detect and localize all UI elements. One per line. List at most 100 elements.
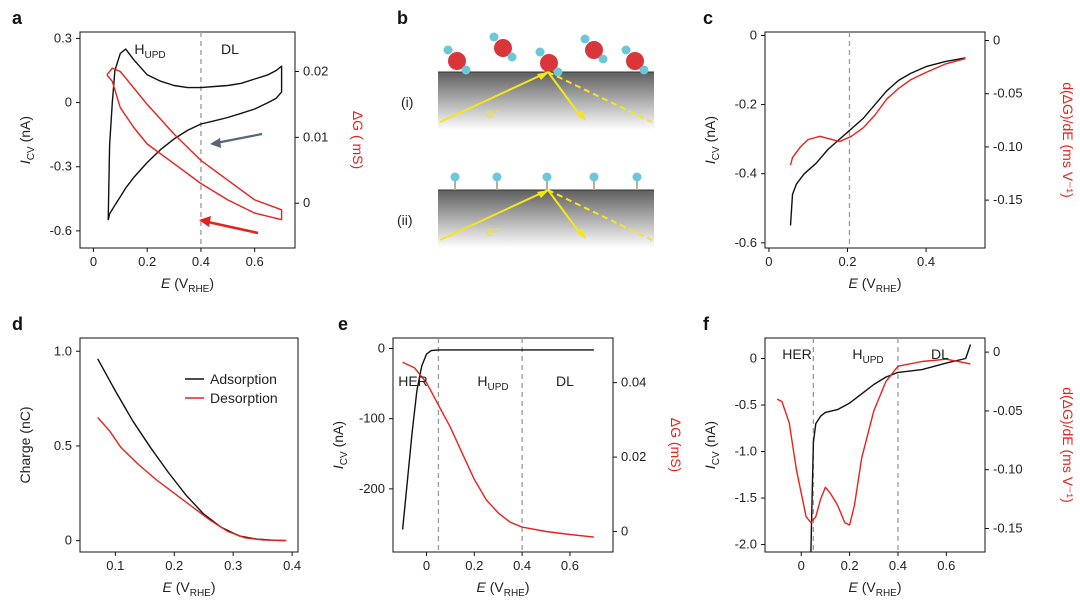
f-y2tick-label: -0.15: [993, 520, 1023, 535]
panel-d: 0.1 0.2 0.3 0.4 1.0 0.5 0 E (VRHE) Charge (nC) Ad…: [17, 337, 301, 599]
c-xlabel: E (VRHE): [848, 275, 901, 295]
a-plot-frame: [79, 31, 296, 249]
a-ylabel: ICV (nA): [17, 116, 37, 164]
f-xtick-label: 0: [798, 558, 805, 573]
e-annotation-hupd: HUPD: [477, 373, 508, 393]
d-plot-frame: [79, 337, 299, 553]
c-y2tick-label: -0.05: [993, 86, 1023, 101]
b-oxygen-atom: [626, 52, 644, 70]
b-reflected-ray-1: [547, 71, 583, 119]
a-scan-arrowhead-blue: [210, 138, 221, 148]
c-ytick-label: -0.6: [735, 235, 757, 250]
panel-f: 0 0.2 0.4 0.6 0 -0.5 -1.0 -1.5 -2.0 0 -0.05 -0.10 -0…: [702, 337, 1076, 599]
a-xtick-label: 0.6: [246, 254, 264, 269]
b-incident-ray-2: [439, 189, 549, 241]
f-ylabel2: d(ΔG)/dE (ms V⁻¹): [1060, 387, 1076, 503]
b-reflected-ray-2: [547, 189, 583, 237]
d-series-desorption-line: [97, 417, 287, 542]
b-adsorbed-hydrogen: [589, 172, 599, 182]
c-xtick-label: 0: [765, 254, 772, 269]
c-ytick-label: -0.4: [735, 166, 757, 181]
c-series-icv-line: [789, 57, 966, 226]
d-xtick-label: 0.4: [283, 558, 301, 573]
b-adsorbed-hydrogen: [492, 172, 502, 182]
b-incident-ray-1: [439, 71, 549, 123]
e-ytick-label: -200: [359, 481, 385, 496]
b-hydrogen-atom: [461, 65, 471, 75]
c-plot-frame: [764, 31, 986, 249]
a-ytick-label: 0.3: [54, 30, 72, 45]
b-electrode-slab-2: [438, 190, 654, 248]
c-xtick-label: 0.2: [838, 254, 856, 269]
b-hydrogen-atom: [598, 54, 608, 64]
e-ylabel: ICV (nA): [330, 421, 350, 469]
c-y2tick-label: 0: [993, 33, 1000, 48]
c-ytick-label: 0: [750, 27, 757, 42]
e-annotation-her: HER: [398, 373, 428, 389]
f-ytick-label: -1.5: [735, 490, 757, 505]
d-ytick-label: 0.5: [54, 438, 72, 453]
c-xtick-label: 0.4: [917, 254, 935, 269]
e-y2tick-label: 0.04: [621, 375, 646, 390]
c-ylabel2: d(ΔG)/dE (ms V⁻¹): [1060, 82, 1076, 198]
e-annotation-dl: DL: [556, 373, 574, 389]
f-y2tick-label: 0: [993, 344, 1000, 359]
a-ytick-label: 0: [65, 95, 72, 110]
a-ytick-label: -0.3: [50, 159, 72, 174]
d-ytick-label: 1.0: [54, 343, 72, 358]
b-incident-arrowhead: [537, 72, 549, 80]
d-ylabel: Charge (nC): [17, 406, 33, 483]
b-hydrogen-atom: [535, 47, 545, 57]
a-y2tick-label: 0.01: [303, 129, 328, 144]
b-adsorbed-hydrogen: [450, 172, 460, 182]
a-ylabel2: ΔG ( mS): [350, 111, 366, 169]
a-y2tick-label: 0.02: [303, 64, 328, 79]
e-plot-frame: [392, 337, 614, 553]
d-ytick-label: 0: [65, 533, 72, 548]
f-annotation-her: HER: [782, 346, 812, 362]
a-ytick-label: -0.6: [50, 223, 72, 238]
b-oxygen-atom: [540, 54, 558, 72]
panel-label-e: e: [338, 314, 348, 334]
f-ytick-label: -2.0: [735, 537, 757, 552]
b-label-i: (i): [401, 94, 413, 110]
b-electron-label-2: e⁻: [486, 223, 501, 239]
c-y2tick-label: -0.10: [993, 139, 1023, 154]
a-xlabel: E (VRHE): [161, 275, 214, 295]
b-reflected-arrowhead: [576, 111, 586, 121]
b-hydrogen-atom: [580, 34, 590, 44]
d-xlabel: E (VRHE): [162, 579, 215, 599]
a-scan-arrow-red: [207, 220, 259, 235]
panel-label-c: c: [703, 8, 713, 28]
f-ytick-label: 0: [750, 350, 757, 365]
f-annotation-dl: DL: [931, 346, 949, 362]
c-ytick-label: -0.2: [735, 97, 757, 112]
b-oxygen-atom: [585, 41, 603, 59]
b-electron-label-1: e⁻: [486, 105, 501, 121]
f-plot-frame: [764, 337, 986, 553]
c-ylabel: ICV (nA): [702, 116, 722, 164]
a-y2tick-label: 0: [303, 195, 310, 210]
a-xtick-label: 0: [90, 254, 97, 269]
b-hydrogen-atom: [507, 52, 517, 62]
e-series-icv-line: [401, 349, 594, 530]
f-y2tick-label: -0.05: [993, 403, 1023, 418]
f-xlabel: E (VRHE): [848, 579, 901, 599]
e-xtick-label: 0: [423, 558, 430, 573]
a-xtick-label: 0.4: [192, 254, 210, 269]
panel-b: e⁻ e⁻ (i) (ii): [397, 32, 654, 248]
b-oxygen-atom: [494, 39, 512, 57]
c-series-dgde-line: [789, 57, 966, 166]
panel-a: 0 0.2 0.4 0.6 0.3 0 -0.3 -0.6 0.02 0.01 0 E (VRHE) I…: [17, 30, 366, 295]
f-annotation-hupd: HUPD: [852, 346, 883, 366]
e-xtick-label: 0.6: [561, 558, 579, 573]
e-xlabel: E (VRHE): [476, 579, 529, 599]
b-adsorbed-hydrogen: [542, 172, 552, 182]
a-series-icv-line: [107, 48, 283, 221]
b-oxygen-atom: [448, 52, 466, 70]
panel-c: 0 0.2 0.4 0 -0.2 -0.4 -0.6 0 -0.05 -0.10 -0.15 E (V…: [702, 27, 1076, 295]
e-y2tick-label: 0.02: [621, 449, 646, 464]
d-xtick-label: 0.2: [165, 558, 183, 573]
d-xtick-label: 0.1: [106, 558, 124, 573]
